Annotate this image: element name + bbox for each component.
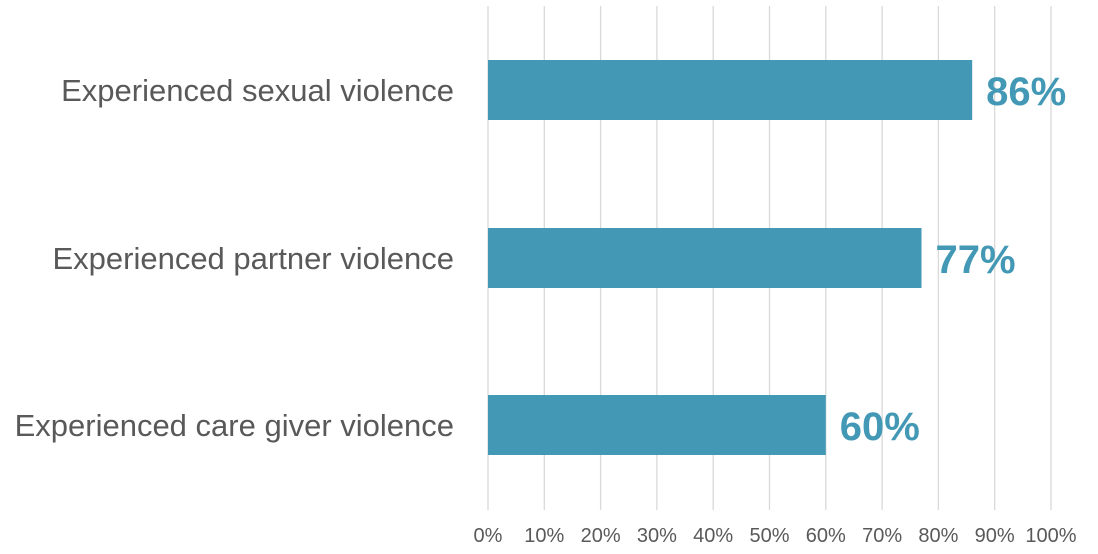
x-tick-label: 0% [474,525,503,547]
x-tick-label: 40% [693,525,733,547]
x-axis-tick-labels: 0% 10% 20% 30% 40% 50% 60% 70% 80% 90% 100% [474,525,1077,547]
x-tick-label: 50% [749,525,789,547]
category-label: Experienced partner violence [52,241,454,276]
data-label: 86% [986,70,1066,114]
category-label: Experienced sexual violence [61,73,454,108]
data-labels: 86% 77% 60% [840,70,1066,449]
x-tick-label: 60% [806,525,846,547]
category-labels: Experienced sexual violence Experienced p… [15,73,454,443]
x-tick-label: 30% [637,525,677,547]
bar [488,60,973,120]
data-label: 60% [840,405,920,449]
x-tick-label: 80% [918,525,958,547]
x-tick-label: 20% [581,525,621,547]
data-label: 77% [936,238,1016,282]
category-label: Experienced care giver violence [15,408,454,443]
bars [488,60,973,455]
bar [488,395,826,455]
x-tick-label: 100% [1025,525,1076,547]
x-tick-label: 90% [975,525,1015,547]
x-tick-label: 10% [524,525,564,547]
x-tick-label: 70% [862,525,902,547]
bar [488,228,922,288]
